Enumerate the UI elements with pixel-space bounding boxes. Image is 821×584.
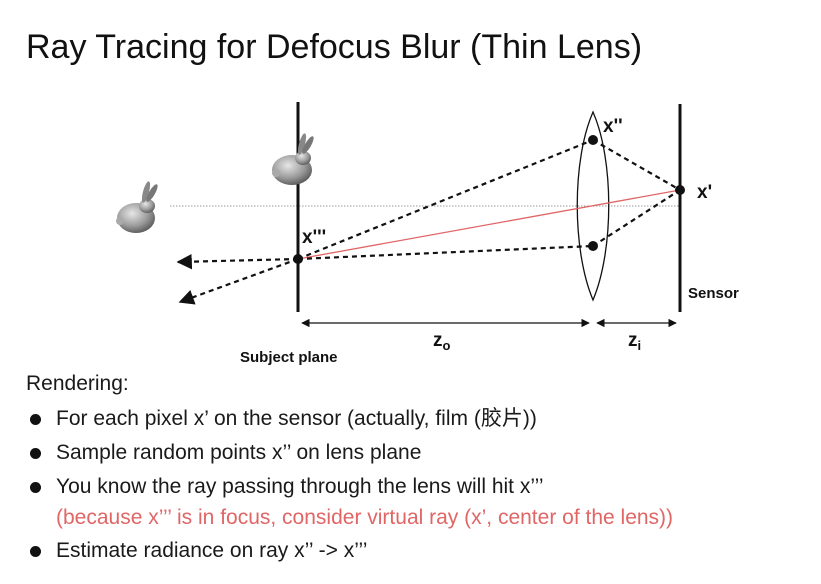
label-sensor: Sensor [688,285,739,302]
rendering-section: Rendering: For each pixel x’ on the sens… [26,372,673,568]
list-item: For each pixel x’ on the sensor (actuall… [26,402,673,436]
point-x-double-prime [588,135,598,145]
bunny-in-focus-icon [272,133,314,185]
list-item: You know the ray passing through the len… [26,470,673,534]
rendering-bullets: For each pixel x’ on the sensor (actuall… [26,402,673,568]
point-x-prime [675,185,685,195]
rendering-heading: Rendering: [26,372,129,395]
list-item: Sample random points x’’ on lens plane [26,436,673,470]
dashed-rays [176,138,681,305]
label-subject-plane: Subject plane [240,349,338,366]
list-item: Estimate radiance on ray x’’ -> x’’’ [26,534,673,568]
label-x-prime: x' [697,182,712,203]
bullet-icon [30,414,41,425]
thin-lens-diagram: x''' x'' x' Sensor Subject plane zo zi [116,102,739,366]
label-zo: zo [433,330,451,353]
label-x-double-prime: x'' [603,116,623,137]
center-ray [297,189,681,260]
bunny-far-icon [116,181,158,233]
slide-title: Ray Tracing for Defocus Blur (Thin Lens) [26,28,643,66]
label-x-triple-prime: x''' [302,227,326,248]
bullet-icon [30,448,41,459]
point-x-triple-prime [293,254,303,264]
bullet-icon [30,482,41,493]
bullet-icon [30,546,41,557]
lens-shape [576,110,610,302]
bullet-note: (because x’’’ is in focus, consider virt… [56,506,674,529]
point-lens-lower [588,241,598,251]
label-zi: zi [628,330,641,353]
